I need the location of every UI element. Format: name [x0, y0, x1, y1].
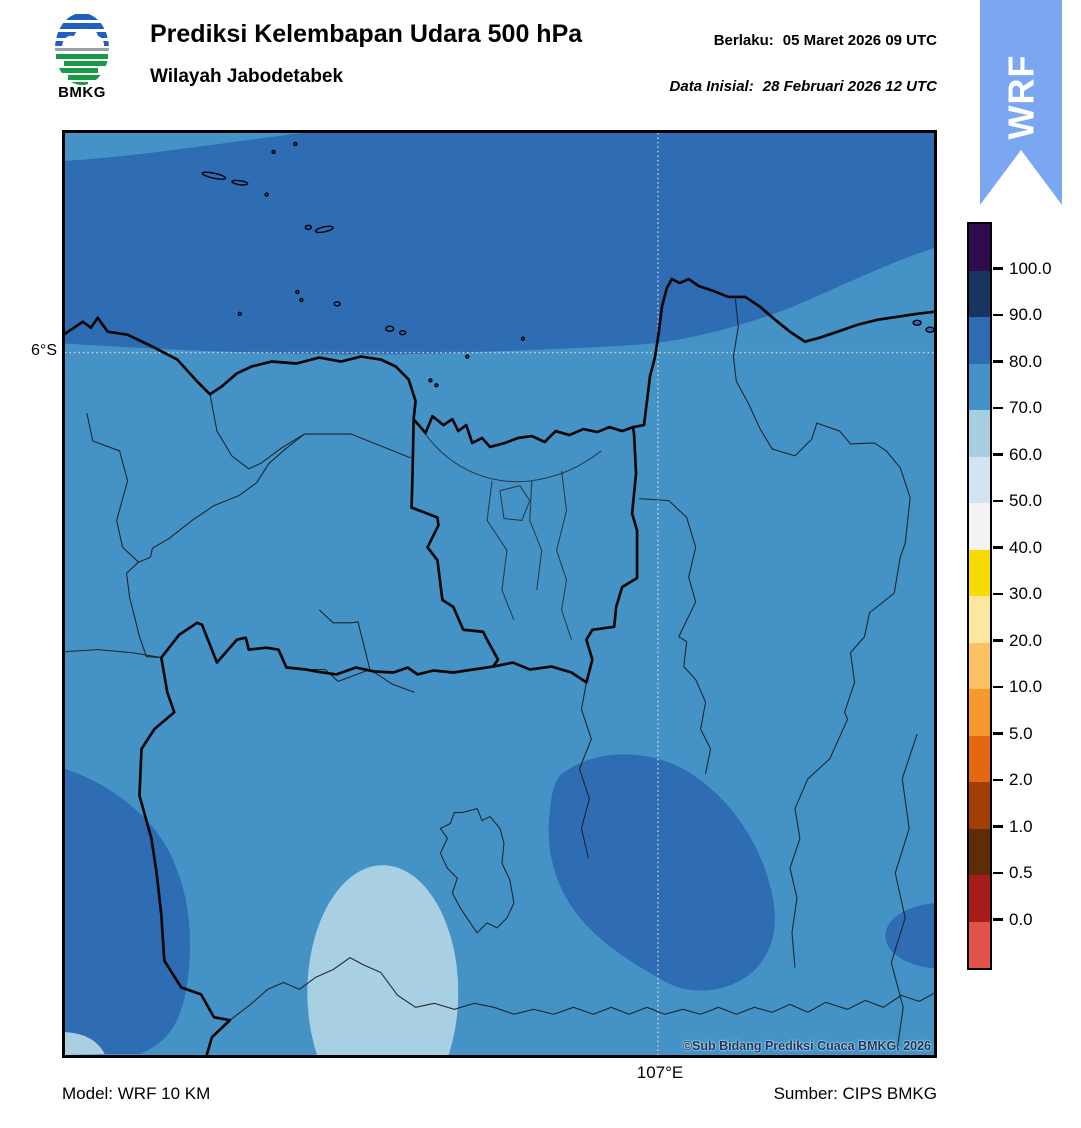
- colorbar-tick-label: 90.0: [1009, 305, 1043, 324]
- map-canvas: ©Sub Bidang Prediksi Cuaca BMKG, 2026: [62, 130, 997, 1120]
- valid-time: Berlaku: 05 Maret 2026 09 UTC: [560, 32, 937, 49]
- islands: [201, 141, 935, 388]
- footer-source: Sumber: CIPS BMKG: [773, 1084, 937, 1103]
- humidity-map: [63, 133, 997, 1120]
- logo-land-stripe: [56, 54, 108, 59]
- colorbar-segment: [969, 828, 990, 875]
- wrf-ribbon-shape: [980, 0, 1062, 205]
- lat-tick-label: 6°S: [31, 342, 57, 359]
- colorbar-segment: [969, 875, 990, 922]
- province-boundaries: [138, 419, 639, 1056]
- colorbar-segments: [967, 222, 992, 970]
- colorbar-tick: [993, 592, 1003, 596]
- colorbar-tick-label: 70.0: [1009, 398, 1043, 417]
- colorbar-tick: [993, 499, 1003, 503]
- colorbar-tick: [993, 685, 1003, 689]
- footer-model: Model: WRF 10 KM: [62, 1084, 211, 1103]
- fill-corner-60-70: [65, 1032, 105, 1055]
- graticule: [65, 133, 934, 1055]
- wrf-ribbon: WRF: [980, 0, 1062, 205]
- colorbar-tick-label: 30.0: [1009, 584, 1043, 603]
- colorbar-tick: [993, 825, 1003, 828]
- colorbar-tick: [993, 639, 1003, 642]
- colorbar-segment: [969, 456, 990, 503]
- colorbar-tick: [993, 871, 1003, 875]
- logo-cloud: [62, 28, 104, 46]
- colorbar-tick-label: 2.0: [1009, 770, 1033, 789]
- colorbar: 100.0 90.0 80.0 70.0 60.0 50.0 40.0 30.0 20.0 10.…: [967, 222, 1081, 982]
- fill-topleft-wedge-70-80: [65, 133, 302, 161]
- init-value: 28 Februari 2026 12 UTC: [762, 78, 937, 95]
- jakarta-boundary: [410, 419, 639, 684]
- colorbar-tick: [993, 778, 1003, 782]
- page-title: Prediksi Kelembapan Udara 500 hPa: [150, 20, 583, 48]
- fill-southwest-80-90: [65, 768, 191, 1055]
- map-watermark: ©Sub Bidang Prediksi Cuaca BMKG, 2026: [682, 1039, 931, 1053]
- init-label: Data Inisial:: [669, 78, 754, 95]
- colorbar-segment: [969, 503, 990, 550]
- colorbar-segment: [969, 317, 990, 364]
- colorbar-tick-label: 10.0: [1009, 677, 1043, 696]
- colorbar-tick-label: 0.0: [1009, 909, 1033, 929]
- colorbar-segment: [969, 921, 990, 968]
- wrf-ribbon-label: WRF: [1001, 55, 1042, 140]
- colorbar-tick-label: 80.0: [1009, 351, 1043, 371]
- lon-tick-label: 107°E: [636, 1063, 684, 1082]
- colorbar-tick-label: 5.0: [1009, 723, 1033, 743]
- fill-sea-band-80-90: [65, 133, 934, 355]
- fill-southeast-80-90: [548, 754, 775, 991]
- colorbar-tick: [993, 406, 1003, 410]
- colorbar-tick-label: 40.0: [1009, 537, 1043, 557]
- colorbar-segment: [969, 735, 990, 782]
- colorbar-segment: [969, 782, 990, 829]
- colorbar-segment: [969, 689, 990, 736]
- colorbar-tick: [993, 313, 1003, 317]
- colorbar-segment: [969, 410, 990, 457]
- colorbar-tick: [993, 732, 1003, 735]
- outer-boundary: [138, 621, 495, 1056]
- logo-cloud-stripe: [55, 14, 109, 20]
- valid-value: 05 Maret 2026 09 UTC: [782, 32, 937, 49]
- colorbar-tick-label: 20.0: [1009, 630, 1043, 650]
- colorbar-tick-label: 100.0: [1009, 258, 1052, 278]
- valid-label: Berlaku:: [713, 32, 774, 49]
- page-subtitle: Wilayah Jabodetabek: [150, 66, 344, 87]
- colorbar-tick: [993, 360, 1003, 363]
- colorbar-tick-label: 50.0: [1009, 491, 1043, 510]
- colorbar-segment: [969, 596, 990, 643]
- colorbar-tick: [993, 453, 1003, 456]
- colorbar-tick: [993, 546, 1003, 549]
- colorbar-segment: [969, 270, 990, 317]
- bmkg-logo: [55, 13, 109, 85]
- colorbar-tick: [993, 267, 1003, 270]
- colorbar-tick-label: 60.0: [1009, 444, 1043, 464]
- district-boundaries: [64, 298, 935, 1050]
- coastline: [63, 277, 936, 449]
- colorbar-segment: [969, 363, 990, 410]
- colorbar-tick: [993, 918, 1003, 921]
- colorbar-tick-label: 1.0: [1009, 816, 1033, 836]
- colorbar-segment: [969, 549, 990, 596]
- colorbar-tick-label: 0.5: [1009, 863, 1033, 882]
- colorbar-segment: [969, 224, 990, 271]
- logo-caption: BMKG: [58, 84, 106, 101]
- init-time: Data Inisial: 28 Februari 2026 12 UTC: [560, 78, 937, 95]
- colorbar-segment: [969, 642, 990, 689]
